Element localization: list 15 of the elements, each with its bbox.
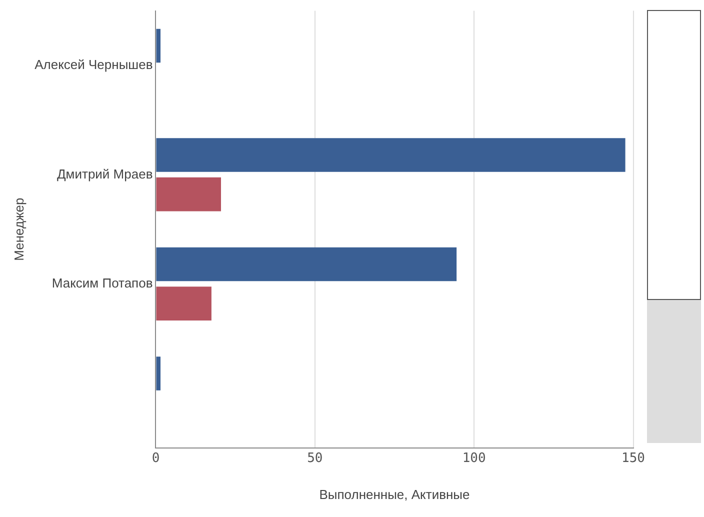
x-axis-title: Выполненные, Активные — [319, 486, 470, 502]
bar — [156, 28, 161, 63]
x-tick-label: 50 — [307, 450, 323, 466]
y-tick-label: Максим Потапов — [52, 276, 153, 291]
bar — [156, 356, 161, 390]
y-tick-label: Алексей Чернышев — [34, 57, 153, 72]
x-tick-label: 0 — [152, 450, 160, 466]
y-axis-title: Менеджер — [11, 198, 26, 261]
bar — [156, 286, 212, 320]
y-tick-label: Дмитрий Мраев — [56, 166, 153, 182]
bar — [156, 177, 221, 212]
x-tick-label: 100 — [462, 450, 486, 466]
bar — [156, 138, 626, 172]
bar — [156, 247, 457, 282]
x-tick-label: 150 — [622, 450, 645, 466]
